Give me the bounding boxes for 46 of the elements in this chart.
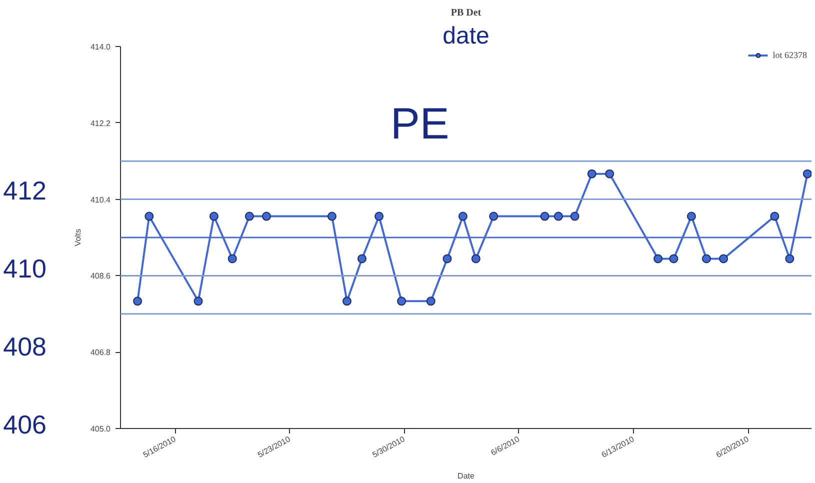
point [374,212,384,221]
y2-tick-label: 406 [3,410,47,440]
y-tick-label: 406.8 [90,348,112,358]
point [209,212,218,221]
point [770,212,780,221]
y-tick-label: 405.0 [90,424,112,434]
annotation: PE [390,100,450,148]
point [570,212,580,221]
point [587,169,596,178]
point [654,254,663,264]
y2-tick-label: 408 [3,332,47,362]
y2-tick-label: 410 [3,254,47,284]
point [802,169,812,178]
point [262,212,271,221]
point [244,212,254,221]
point [471,254,480,264]
y-tick-label: 412.2 [90,118,112,128]
point [686,212,696,221]
point [669,254,678,264]
point [342,296,352,306]
point [554,212,563,221]
annotation: date [442,22,490,50]
point [719,254,728,264]
chart-title: PB Det [450,8,482,18]
point [785,254,794,264]
y-tick-label: 414.0 [90,42,112,52]
point [426,296,436,306]
y-tick-label: 408.6 [90,272,112,281]
point [228,254,237,264]
point [327,212,336,221]
point [702,254,711,264]
point [133,296,142,306]
point [397,296,406,306]
point [605,169,614,178]
point [442,254,452,264]
point [144,212,154,221]
point [194,296,203,306]
x-axis-title: Date [458,471,475,480]
y-axis-title: Volts [73,228,82,246]
y-tick-label: 410.4 [90,195,112,204]
point [540,212,550,221]
point [357,254,366,264]
point [489,212,498,221]
point [458,212,468,221]
y2-tick-label: 412 [3,176,47,206]
legend-label: lot 62378 [772,50,807,60]
